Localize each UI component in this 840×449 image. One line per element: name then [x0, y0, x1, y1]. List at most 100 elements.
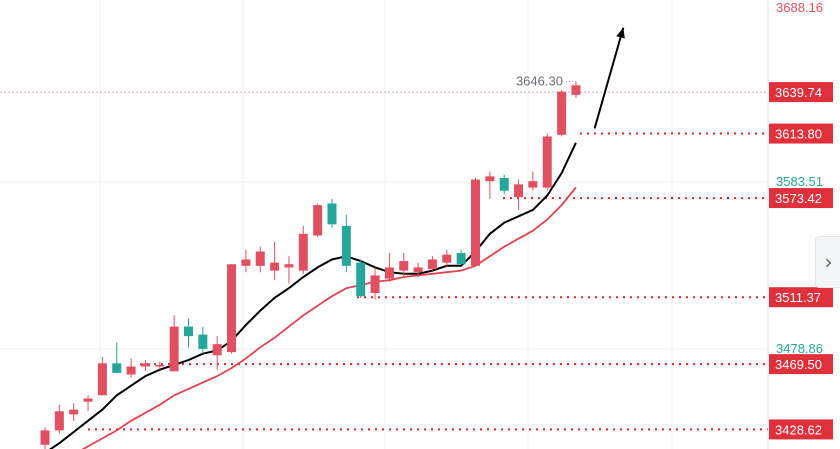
- candle-body: [126, 366, 136, 375]
- candles: 3646.30: [40, 74, 581, 449]
- candle-36: [557, 90, 567, 137]
- chevron-right-icon: ›: [824, 250, 833, 274]
- candle-1: [54, 404, 64, 434]
- price-axis: 3688.16 3583.51 3478.86 3639.74 3613.80 3573.…: [767, 0, 833, 449]
- price-badge-4: 3469.50: [769, 354, 833, 375]
- candle-14: [241, 249, 251, 273]
- candle-body: [284, 264, 294, 268]
- ma-fast-line: [48, 142, 577, 449]
- candle-body: [270, 262, 280, 271]
- candle-body: [370, 275, 380, 294]
- candle-body: [356, 262, 366, 297]
- candle-21: [341, 214, 351, 273]
- price-badge-0: 3639.74: [769, 82, 833, 103]
- candle-body: [557, 91, 567, 135]
- candle-18: [298, 225, 308, 274]
- level-lines: [0, 91, 768, 431]
- arrow-head: [616, 27, 625, 39]
- candle-body: [499, 177, 509, 191]
- candle-15: [255, 246, 265, 273]
- candle-27: [427, 256, 437, 271]
- axis-tick-label-1: 3478.86: [776, 341, 823, 356]
- candle-body: [255, 251, 265, 266]
- candle-body: [212, 344, 222, 356]
- candle-37: [571, 81, 581, 99]
- candle-body: [442, 254, 452, 263]
- candle-body: [69, 409, 79, 415]
- candle-10: [184, 318, 193, 348]
- candle-9: [169, 315, 179, 372]
- candle-body: [413, 267, 423, 273]
- candle-29: [456, 249, 466, 265]
- candle-3: [83, 395, 93, 412]
- axis-top-label: 3688.16: [776, 0, 823, 15]
- candle-body: [169, 326, 179, 372]
- candle-20: [327, 198, 337, 228]
- candle-body: [155, 364, 165, 367]
- candle-body: [227, 264, 237, 353]
- price-badge-label: 3573.42: [775, 191, 822, 206]
- price-badge-bg: [769, 82, 833, 103]
- price-badge-label: 3613.80: [775, 127, 822, 142]
- side-panel-toggle[interactable]: ›: [815, 236, 840, 288]
- candle-body: [514, 184, 524, 198]
- candle-4: [97, 356, 107, 396]
- candle-16: [270, 241, 280, 281]
- candle-body: [341, 225, 351, 266]
- price-badge-bg: [769, 123, 833, 144]
- candle-19: [313, 203, 323, 238]
- arrow-shaft: [593, 27, 625, 129]
- price-badge-3: 3511.37: [769, 287, 833, 308]
- grid: [0, 0, 768, 449]
- price-badge-bg: [769, 287, 833, 308]
- price-badge-5: 3428.62: [769, 419, 833, 440]
- price-badge-label: 3428.62: [775, 422, 822, 437]
- candle-31: [485, 171, 495, 199]
- candle-body: [140, 363, 150, 367]
- price-badge-label: 3639.74: [775, 85, 822, 100]
- candle-17: [284, 256, 294, 284]
- candle-body: [198, 334, 208, 349]
- candle-body: [571, 85, 581, 95]
- candle-body: [298, 233, 308, 271]
- candle-7: [140, 360, 150, 372]
- price-badge-2: 3573.42: [769, 188, 833, 209]
- candle-34: [528, 171, 538, 191]
- candle-body: [97, 363, 107, 396]
- candle-body: [83, 398, 93, 402]
- candle-22: [356, 259, 366, 298]
- candle-body: [40, 430, 50, 445]
- candle-body: [112, 363, 122, 373]
- candle-body: [399, 261, 409, 271]
- price-badge-bg: [769, 354, 833, 375]
- candle-body: [485, 176, 495, 182]
- candle-13: [227, 264, 237, 354]
- high-marker-label: 3646.30: [516, 74, 563, 89]
- candle-24: [384, 253, 394, 282]
- trend-arrow: [593, 27, 625, 129]
- candle-8: [155, 361, 165, 370]
- price-badge-label: 3511.37: [775, 290, 821, 305]
- candle-2: [69, 403, 79, 421]
- candle-28: [442, 249, 452, 268]
- candle-5: [112, 342, 122, 373]
- price-badge-bg: [769, 188, 833, 209]
- candle-body: [528, 181, 538, 188]
- candle-6: [126, 358, 136, 378]
- candle-25: [399, 253, 409, 278]
- candle-body: [184, 326, 193, 337]
- axis-tick-label-0: 3583.51: [776, 174, 823, 189]
- price-badge-label: 3469.50: [775, 357, 822, 372]
- candle-11: [198, 326, 208, 354]
- candle-32: [499, 174, 509, 194]
- candle-33: [514, 179, 524, 210]
- candle-body: [384, 267, 394, 279]
- candle-26: [413, 262, 423, 278]
- candle-35: [542, 133, 552, 191]
- candle-body: [471, 179, 480, 266]
- candle-0: [40, 427, 50, 449]
- candle-body: [456, 253, 466, 265]
- candle-body: [542, 136, 552, 188]
